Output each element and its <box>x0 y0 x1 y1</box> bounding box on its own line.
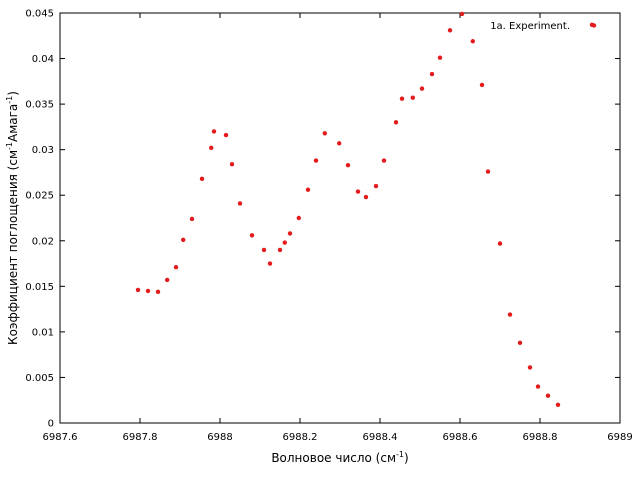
data-point <box>229 162 235 167</box>
data-point <box>165 277 170 283</box>
data-point <box>296 215 301 221</box>
data-point <box>223 132 229 138</box>
data-point <box>209 145 214 151</box>
data-point <box>470 39 475 44</box>
data-point <box>181 237 186 243</box>
data-point <box>363 194 369 200</box>
data-point <box>437 55 443 60</box>
x-tick-label: 6989 <box>607 432 632 443</box>
data-point <box>211 129 217 134</box>
data-point <box>517 340 523 346</box>
data-point <box>199 176 205 182</box>
x-tick-label: 6988.2 <box>283 432 318 443</box>
data-point <box>497 241 503 246</box>
data-point <box>345 162 351 168</box>
data-point <box>373 183 379 189</box>
legend-label: 1a. Experiment. <box>490 21 570 32</box>
legend-marker <box>591 23 597 28</box>
y-axis-label: Коэффициент поглощения (см-1Амага-1) <box>5 91 20 345</box>
data-point <box>267 261 273 266</box>
data-point <box>189 216 195 222</box>
data-point <box>237 201 243 206</box>
data-point <box>429 71 435 77</box>
data-point <box>282 240 287 245</box>
x-axis: 6987.6 6987.8 6988 6988.2 6988.4 6988.6 6988.8… <box>43 13 633 443</box>
data-point <box>322 131 327 136</box>
data-series-experiment <box>135 11 595 407</box>
y-tick-label: 0.04 <box>32 54 54 65</box>
x-tick-label: 6987.8 <box>123 432 158 443</box>
y-tick-label: 0.035 <box>25 100 54 111</box>
y-tick-label: 0.015 <box>25 282 54 293</box>
x-axis-label: Волновое число (см-1) <box>271 450 408 465</box>
data-point <box>479 82 485 88</box>
data-point <box>545 393 551 398</box>
data-point <box>399 96 405 101</box>
data-point <box>447 28 453 33</box>
plot-frame <box>59 12 621 424</box>
data-point <box>555 402 561 407</box>
y-tick-label: 0.045 <box>25 9 54 20</box>
data-point <box>135 287 141 293</box>
data-point <box>155 289 161 294</box>
data-point <box>410 95 415 100</box>
y-tick-label: 0.02 <box>32 236 54 247</box>
data-point <box>535 384 541 389</box>
data-point <box>393 120 399 125</box>
y-tick-label: 0.03 <box>32 145 54 156</box>
legend: 1a. Experiment. <box>490 21 597 32</box>
data-point <box>459 11 465 17</box>
data-point <box>261 247 267 253</box>
data-point <box>173 265 179 270</box>
data-point <box>313 158 319 163</box>
data-point <box>277 247 283 253</box>
y-tick-label: 0.005 <box>25 373 54 384</box>
x-tick-label: 6988 <box>207 432 232 443</box>
data-point <box>305 187 311 192</box>
data-point <box>419 86 425 91</box>
data-point <box>527 365 533 370</box>
data-point <box>507 312 513 317</box>
data-point <box>287 231 293 236</box>
x-tick-label: 6988.8 <box>523 432 558 443</box>
data-point <box>355 189 361 194</box>
data-point <box>381 158 387 163</box>
data-point <box>249 233 255 238</box>
x-tick-label: 6987.6 <box>43 432 78 443</box>
data-point <box>337 141 342 146</box>
y-tick-label: 0.025 <box>25 191 54 202</box>
data-point <box>145 288 151 294</box>
y-axis: 0 0.005 0.01 0.015 0.02 0.025 0.03 0.035 0.04 0.0… <box>25 9 620 430</box>
y-tick-label: 0.01 <box>32 327 54 338</box>
y-tick-label: 0 <box>48 419 54 430</box>
x-tick-label: 6988.6 <box>443 432 478 443</box>
data-point <box>485 169 491 174</box>
x-tick-label: 6988.4 <box>363 432 398 443</box>
